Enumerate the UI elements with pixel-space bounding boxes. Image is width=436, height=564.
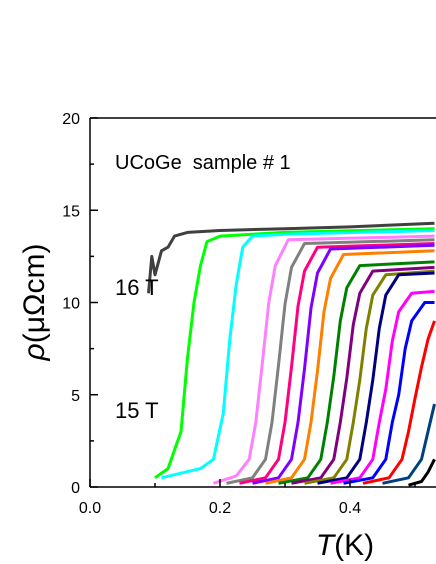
x-tick-label: 0.2: [209, 500, 231, 517]
data-line: [330, 289, 435, 485]
x-axis-symbol: T: [316, 529, 337, 562]
data-line: [252, 243, 435, 485]
data-line: [213, 234, 435, 485]
data-line: [304, 269, 435, 485]
data-line: [343, 301, 435, 485]
x-tick-label: 0.4: [339, 500, 361, 517]
data-line: [154, 227, 435, 480]
data-line: [161, 229, 435, 480]
data-line: [362, 320, 436, 485]
data-line: [239, 242, 435, 485]
x-axis-title: T(K): [316, 529, 374, 562]
y-axis-unit: (μΩcm): [18, 244, 51, 344]
annotation: 15 T: [115, 398, 159, 423]
y-axis-title: ρ(μΩcm): [18, 244, 51, 362]
data-line: [291, 265, 435, 485]
x-tick-label: 0.0: [79, 500, 101, 517]
data-line: [226, 238, 435, 485]
data-line: [382, 403, 436, 485]
y-tick-label: 0: [71, 480, 80, 497]
x-axis-unit: (K): [334, 529, 374, 562]
data-line: [265, 249, 435, 485]
y-tick-label: 5: [71, 388, 80, 405]
y-tick-label: 20: [62, 111, 80, 128]
data-line: [317, 271, 435, 485]
annotation: UCoGe sample # 1: [115, 152, 291, 174]
y-tick-label: 10: [62, 296, 80, 313]
data-line: [278, 260, 435, 485]
y-axis-symbol: ρ: [18, 343, 51, 361]
data-line: [147, 221, 435, 294]
y-tick-label: 15: [62, 203, 80, 220]
annotation: 16 T: [115, 275, 159, 300]
